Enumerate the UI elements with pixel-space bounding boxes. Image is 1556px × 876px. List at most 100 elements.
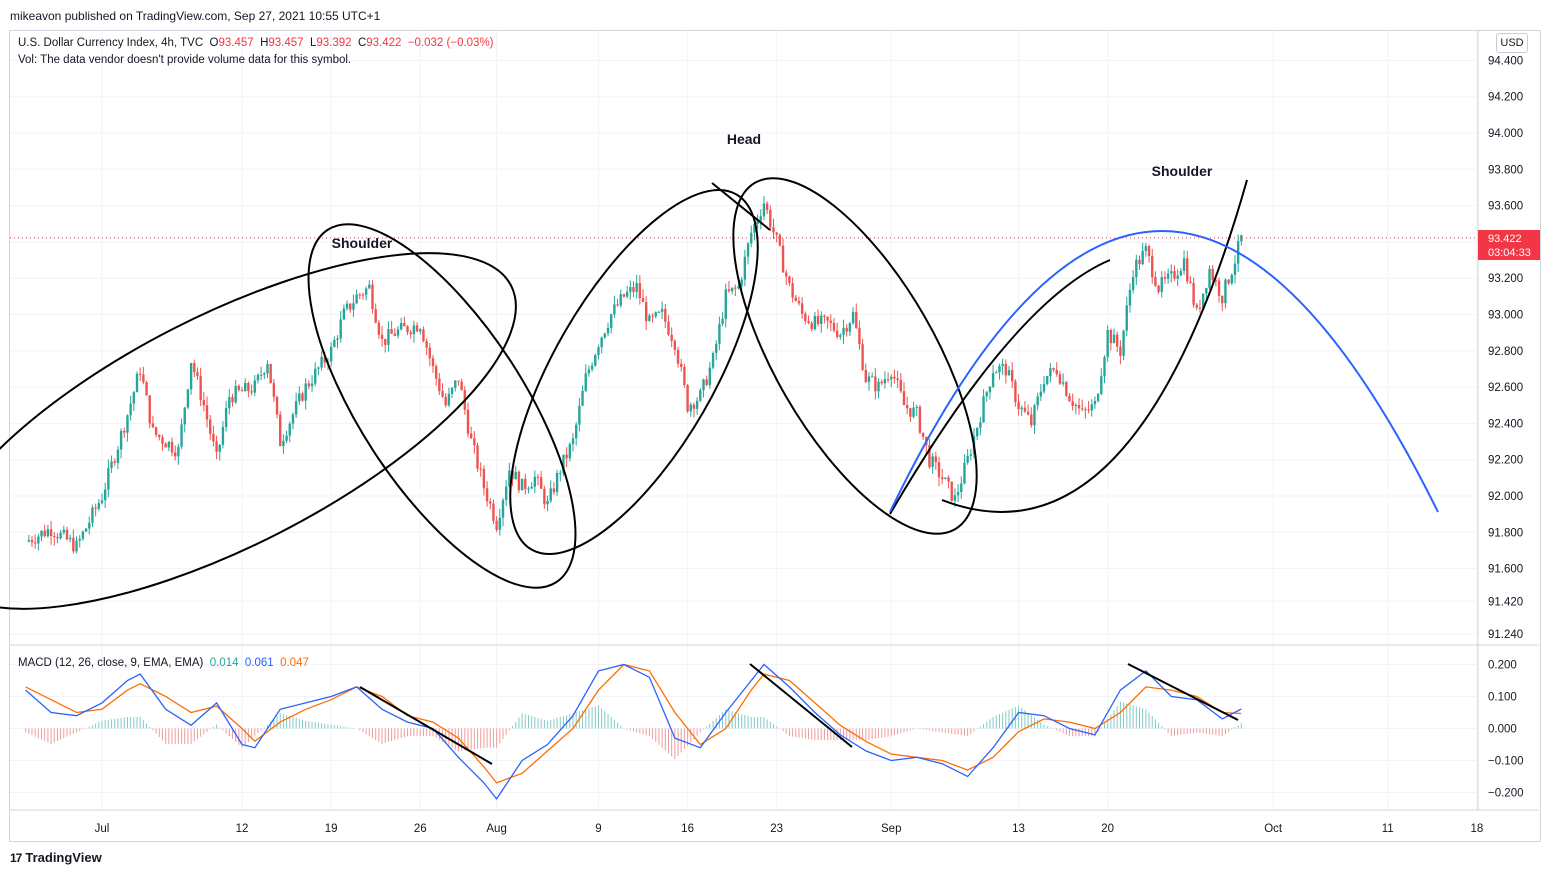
candle-body — [62, 529, 66, 533]
candle-body — [1135, 259, 1138, 278]
candle-body — [1090, 404, 1093, 411]
candle-body — [275, 396, 279, 415]
candle-body — [590, 365, 594, 370]
high-label: H — [260, 37, 269, 49]
candle-body — [479, 468, 482, 470]
candle-body — [304, 383, 307, 401]
candle-body — [829, 320, 832, 323]
candle-body — [205, 405, 209, 420]
time-tick-label: 20 — [1101, 823, 1114, 835]
candle-body — [209, 419, 212, 434]
candle-body — [664, 308, 667, 322]
currency-button[interactable]: USD — [1496, 33, 1528, 53]
candle-body — [1071, 401, 1074, 406]
candle-body — [88, 522, 91, 529]
price-tick-label: 94.000 — [1488, 128, 1523, 140]
candle-body — [126, 415, 129, 433]
candle-body — [234, 385, 237, 403]
price-tick-label: 92.200 — [1488, 455, 1523, 467]
candle-body — [282, 440, 285, 447]
candle-body — [508, 470, 511, 487]
candle-body — [253, 380, 256, 393]
candle-body — [543, 488, 546, 505]
candle-body — [963, 462, 966, 484]
head-ellipse — [509, 189, 759, 555]
candle-body — [750, 232, 753, 244]
right-shoulder-label: Shoulder — [1152, 163, 1213, 179]
macd-tick-label: −0.100 — [1488, 756, 1524, 768]
candle-body — [1179, 270, 1183, 276]
candle-body — [447, 393, 451, 406]
macd-tick-label: −0.200 — [1488, 788, 1524, 800]
macd-divergence-line-1 — [359, 686, 493, 765]
candle-body — [247, 382, 250, 392]
candle-body — [1144, 246, 1148, 251]
candle-body — [743, 256, 747, 280]
symbol-name[interactable]: U.S. Dollar Currency Index, 4h, TVC — [18, 37, 204, 49]
price-tick-label: 91.800 — [1488, 527, 1523, 539]
candle-body — [549, 488, 552, 501]
candle-body — [905, 405, 909, 409]
candle-body — [78, 538, 81, 541]
candle-body — [934, 456, 938, 463]
candle-body — [1061, 382, 1065, 384]
candle-body — [65, 529, 69, 540]
candle-body — [759, 216, 762, 221]
macd-name[interactable]: MACD (12, 26, close, 9, EMA, EMA) — [18, 657, 204, 669]
tradingview-brand[interactable]: 17 TradingView — [10, 850, 102, 865]
candle-body — [189, 363, 193, 390]
macd-histogram — [25, 701, 1242, 760]
candle-body — [492, 503, 495, 521]
time-tick-label: 11 — [1382, 823, 1394, 835]
candle-body — [1186, 258, 1189, 282]
candle-body — [909, 408, 912, 417]
candle-body — [1074, 405, 1078, 407]
candle-body — [1157, 285, 1160, 292]
price-tick-label: 92.800 — [1488, 346, 1523, 358]
price-tick-label: 94.200 — [1488, 92, 1523, 104]
candle-body — [441, 391, 444, 397]
last-price-tag: 93.422 03:04:33 — [1478, 230, 1540, 260]
candle-body — [724, 289, 727, 319]
candle-body — [931, 456, 934, 468]
candle-body — [823, 315, 826, 317]
candle-body — [1173, 271, 1176, 279]
macd-signal-value: 0.047 — [280, 657, 309, 669]
candle-body — [177, 446, 180, 457]
time-tick-label: 23 — [770, 823, 783, 835]
candle-body — [1049, 368, 1052, 377]
candle-body — [899, 379, 903, 392]
candle-body — [982, 396, 985, 423]
time-tick-label: 12 — [236, 823, 249, 835]
candle-body — [170, 441, 174, 453]
candle-body — [638, 283, 642, 299]
candle-body — [1125, 305, 1128, 331]
candle-body — [514, 471, 517, 480]
candle-body — [988, 386, 992, 393]
candle-body — [1087, 409, 1090, 411]
candle-body — [810, 323, 813, 330]
candle-body — [269, 363, 272, 384]
volume-note: Vol: The data vendor doesn't provide vol… — [18, 54, 352, 66]
macd-divergence-line-2 — [749, 663, 853, 748]
candle-body — [183, 407, 186, 425]
candle-body — [886, 379, 890, 381]
candle-body — [240, 389, 244, 392]
time-tick-label: Sep — [881, 823, 901, 835]
candle-body — [1065, 382, 1068, 396]
candle-body — [1163, 277, 1167, 279]
candle-body — [1195, 304, 1198, 308]
candle-body — [30, 539, 34, 543]
candle-body — [228, 397, 231, 408]
candle-body — [53, 536, 56, 538]
head-label: Head — [727, 131, 761, 147]
candle-body — [683, 366, 686, 386]
candle-body — [349, 303, 352, 310]
candle-body — [1230, 274, 1233, 284]
high-value: 93.457 — [268, 37, 304, 49]
candle-body — [342, 308, 346, 320]
candle-body — [870, 376, 874, 378]
candle-body — [645, 302, 648, 322]
candle-body — [1141, 250, 1144, 265]
